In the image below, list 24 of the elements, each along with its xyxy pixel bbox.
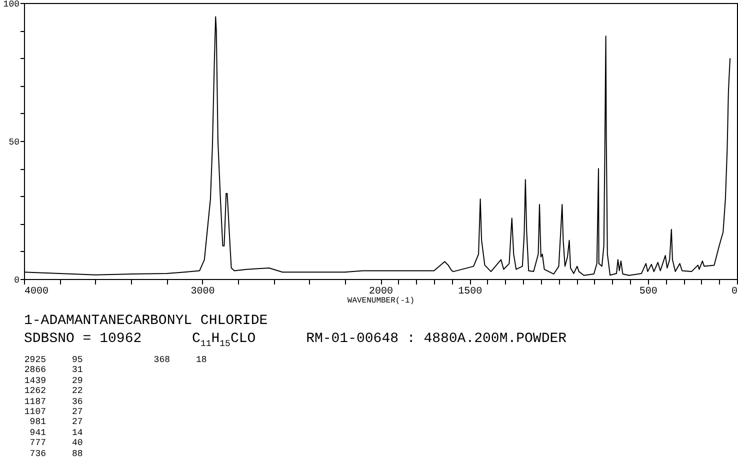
text: 736 88 <box>30 448 83 457</box>
y-tick-label: 50 <box>8 138 20 148</box>
text: 1262 22 <box>24 386 83 396</box>
text: 2866 31 <box>24 365 83 376</box>
y-tick-label: 0 <box>14 276 20 286</box>
x-tick-label: 1500 <box>458 286 482 298</box>
text: 1-ADAMANTANECARBONYL CHLORIDE <box>24 313 268 329</box>
y-tick-label: 100 <box>3 0 20 10</box>
text: 1439 29 <box>24 376 83 386</box>
x-tick-label: 3000 <box>190 286 215 298</box>
text: SDBSNO = 10962 C$_{11}$H$_{15}$CLO RM-01-00648 : 4880A.200M.POWDER <box>24 331 567 351</box>
text: 368 18 <box>154 355 207 365</box>
line-series <box>24 16 731 276</box>
x-tick-label: 500 <box>639 286 658 298</box>
text: 777 40 <box>30 438 83 448</box>
x-tick-label: 0 <box>731 286 738 298</box>
x-tick-label: 2000 <box>368 286 394 298</box>
text: 1187 36 <box>24 396 83 407</box>
text: 941 14 <box>30 428 83 438</box>
text: 2925 95 <box>24 355 83 365</box>
text: 1107 27 <box>24 407 83 417</box>
x-tick-label: 4000 <box>24 286 49 298</box>
text: 981 27 <box>30 417 83 428</box>
x-axis-title: WAVENUMBER(-1) <box>347 296 415 306</box>
